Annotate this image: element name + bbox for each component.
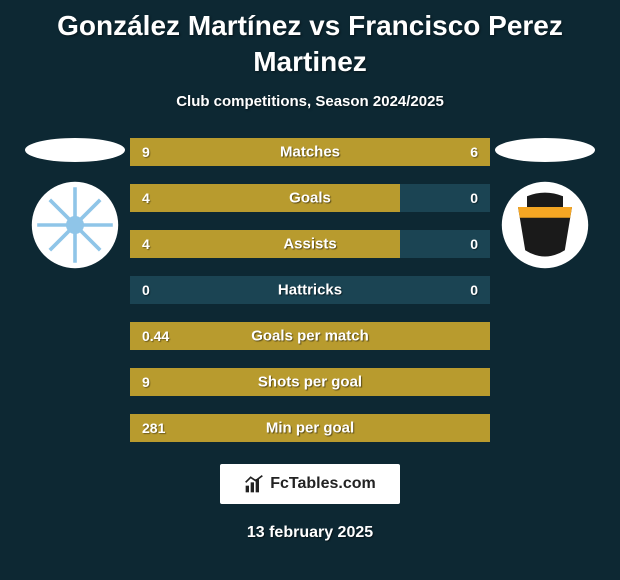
- stat-row: 0.44Goals per match: [130, 322, 490, 350]
- stat-left-value: 4: [130, 230, 400, 258]
- right-team-crest: [500, 180, 590, 270]
- stat-left-value: 4: [130, 184, 400, 212]
- stat-row: 9Shots per goal: [130, 368, 490, 396]
- branding-badge: FcTables.com: [220, 464, 400, 504]
- stat-bars: 96Matches40Goals40Assists00Hattricks0.44…: [130, 138, 490, 442]
- date-text: 13 february 2025: [247, 524, 373, 542]
- stat-row: 40 Goals: [130, 184, 490, 212]
- stat-row: 96Matches: [130, 138, 490, 166]
- stat-label: Matches: [280, 143, 340, 160]
- right-player-oval: [495, 138, 595, 162]
- stat-label: Goals: [289, 189, 331, 206]
- stat-label: Shots per goal: [258, 373, 362, 390]
- left-player-oval: [25, 138, 125, 162]
- valencia-crest-icon: [500, 180, 590, 270]
- right-side: [490, 138, 600, 270]
- subtitle: Club competitions, Season 2024/2025: [176, 93, 444, 110]
- stat-row: 40 Assists: [130, 230, 490, 258]
- comparison-card: González Martínez vs Francisco Perez Mar…: [0, 0, 620, 580]
- branding-text: FcTables.com: [270, 475, 376, 493]
- stat-right-value: 6: [346, 138, 490, 166]
- stat-right-value: 0: [400, 230, 490, 258]
- stat-label: Goals per match: [251, 327, 369, 344]
- stat-label: Hattricks: [278, 281, 342, 298]
- left-team-crest: [30, 180, 120, 270]
- stat-label: Assists: [283, 235, 336, 252]
- stat-label: Min per goal: [266, 419, 354, 436]
- stat-right-value: 0: [400, 184, 490, 212]
- left-side: [20, 138, 130, 270]
- main-area: 96Matches40Goals40Assists00Hattricks0.44…: [0, 138, 620, 442]
- celta-crest-icon: [30, 180, 120, 270]
- stat-row: 281Min per goal: [130, 414, 490, 442]
- stat-row: 00Hattricks: [130, 276, 490, 304]
- chart-icon: [244, 474, 264, 494]
- page-title: González Martínez vs Francisco Perez Mar…: [0, 0, 620, 81]
